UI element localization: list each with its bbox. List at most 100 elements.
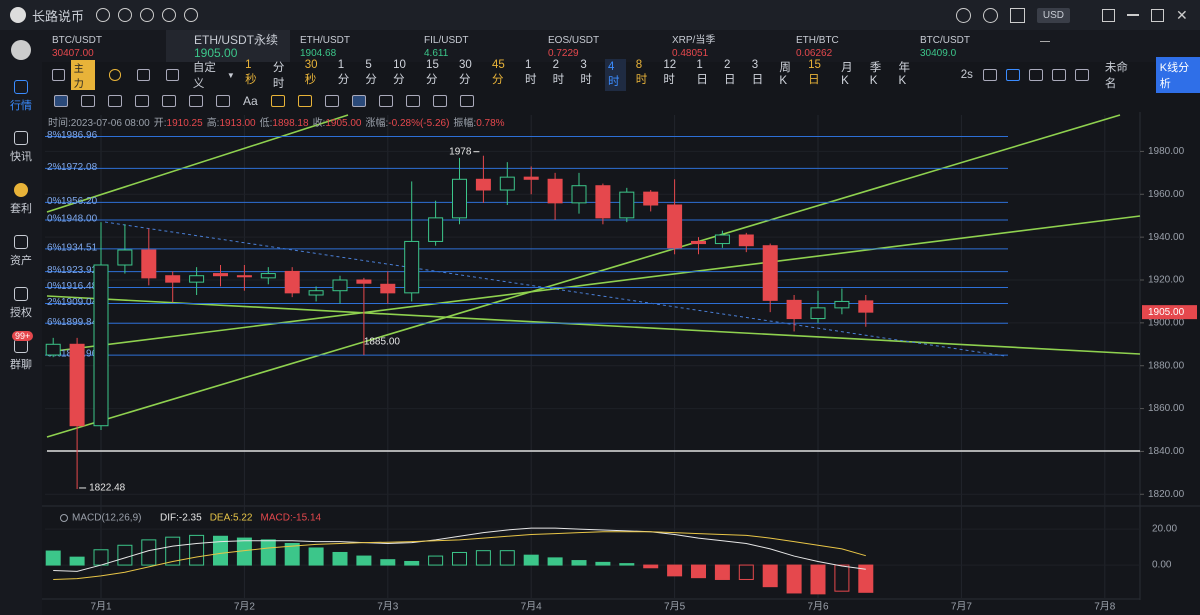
skin[interactable] — [1009, 7, 1025, 23]
refresh-rate[interactable]: 2s — [960, 69, 973, 81]
nav-item[interactable]: 资产 — [0, 235, 42, 268]
x-tick-label: 7月4 — [521, 601, 543, 613]
symbol-tab[interactable]: EOS/USDT 0.7229 — [538, 30, 662, 62]
draw-tool[interactable] — [297, 95, 312, 107]
draw-tool[interactable] — [432, 95, 447, 107]
maximize[interactable] — [1151, 8, 1164, 22]
interval[interactable]: 12时 — [663, 59, 677, 86]
macd-bar — [452, 551, 467, 566]
fib-price: 1916.48 — [61, 281, 98, 292]
interval[interactable]: 45分 — [492, 59, 505, 86]
icon[interactable] — [118, 8, 133, 22]
interval[interactable]: 15分 — [426, 59, 439, 86]
tool-icon[interactable] — [52, 69, 65, 81]
custom-interval[interactable]: 自定义 — [192, 62, 216, 90]
info-value: 1905.00 — [325, 118, 362, 129]
tool-icon[interactable] — [1074, 69, 1089, 81]
interval[interactable]: 季K — [869, 62, 882, 87]
tool-icon[interactable] — [1028, 69, 1043, 81]
analysis-button[interactable]: K线分析 — [1155, 57, 1200, 93]
icon[interactable] — [140, 8, 155, 22]
interval[interactable]: 1时 — [525, 59, 537, 86]
title-bar: 长路说币 USD ✕ — [0, 0, 1200, 30]
tool-icon[interactable] — [108, 69, 122, 81]
interval[interactable]: 4时 — [605, 59, 626, 91]
candle-body — [738, 234, 754, 247]
draw-tool[interactable] — [378, 95, 393, 107]
draw-tool[interactable] — [324, 95, 339, 107]
app-title: 长路说币 — [32, 8, 85, 24]
tool-icon[interactable] — [166, 69, 179, 81]
macd-bar — [738, 564, 754, 580]
symbol-tab[interactable]: FIL/USDT 4.611 — [414, 30, 538, 62]
symbol-tab[interactable]: ETH/BTC 0.06262 — [786, 30, 910, 62]
main-button[interactable]: 主力 — [70, 60, 95, 90]
interval[interactable]: 3日 — [751, 59, 764, 86]
interval[interactable]: 15日 — [808, 59, 821, 86]
draw-tool[interactable] — [135, 95, 149, 107]
interval[interactable]: 5分 — [365, 59, 377, 86]
info-value: 1898.18 — [272, 118, 309, 129]
interval[interactable]: 3时 — [580, 59, 592, 86]
restore[interactable] — [1102, 8, 1115, 22]
draw-tool[interactable] — [216, 95, 230, 107]
y-tick-label: 20.00 — [1152, 524, 1177, 535]
interval[interactable]: 1分 — [337, 59, 350, 86]
close[interactable]: ✕ — [1176, 7, 1188, 23]
icon[interactable] — [162, 8, 177, 22]
draw-tool[interactable] — [270, 95, 285, 107]
macd-bar — [619, 563, 635, 566]
draw-tool[interactable] — [405, 95, 420, 107]
text-tool[interactable]: Aa — [243, 94, 258, 108]
icon[interactable] — [184, 8, 199, 22]
minimize[interactable] — [1127, 14, 1139, 16]
bell[interactable] — [955, 7, 971, 23]
interval[interactable]: 2时 — [552, 59, 565, 86]
nav-item[interactable]: 群聊 — [0, 339, 42, 372]
interval[interactable]: 8时 — [635, 59, 648, 86]
interval[interactable]: 30秒 — [304, 59, 318, 86]
interval[interactable]: 月K — [841, 62, 853, 87]
nav-item[interactable]: 快讯 — [0, 131, 42, 164]
symbol-tab[interactable]: BTC/USDT 30407.00 — [42, 30, 166, 62]
nav-item[interactable]: 授权 — [0, 287, 42, 320]
search[interactable] — [982, 7, 998, 23]
draw-tool[interactable] — [162, 95, 176, 107]
symbol-tab[interactable]: XRP/当季 0.48051 — [662, 30, 786, 62]
tool-icon[interactable] — [137, 69, 151, 81]
macd-line — [53, 531, 866, 580]
interval[interactable]: 1秒 — [245, 59, 257, 86]
last-price-box — [1142, 305, 1197, 320]
tool-icon[interactable] — [1005, 69, 1020, 81]
tool-icon[interactable] — [1051, 69, 1066, 81]
macd-bar — [404, 560, 420, 566]
nav-item[interactable]: 行情 — [0, 80, 42, 113]
interval[interactable]: 10分 — [393, 59, 406, 86]
symbol-tab[interactable]: ETH/USDT 1904.68 — [290, 30, 414, 62]
avatar[interactable] — [11, 40, 31, 60]
interval[interactable]: 1日 — [696, 59, 708, 86]
draw-tool[interactable] — [351, 95, 366, 107]
nav-item[interactable]: 套利 — [0, 183, 42, 216]
macd-bar — [428, 555, 444, 566]
add-tab[interactable] — [1040, 41, 1050, 51]
interval[interactable]: 周K — [779, 62, 791, 87]
tool-icon[interactable] — [982, 69, 997, 81]
macd-bar — [810, 564, 826, 595]
draw-tool[interactable] — [459, 95, 474, 107]
currency-select[interactable]: USD — [1036, 7, 1070, 23]
interval[interactable]: 分时 — [272, 62, 285, 90]
draw-tool[interactable] — [54, 95, 68, 107]
macd-bar — [762, 564, 778, 588]
symbol-tab[interactable]: BTC/USDT 30409.0 — [910, 30, 1034, 62]
draw-tool[interactable] — [81, 95, 95, 107]
interval[interactable]: 2日 — [724, 59, 736, 86]
symbol-tab[interactable]: ETH/USDT永续 1905.00 — [166, 30, 290, 62]
draw-tool[interactable] — [108, 95, 122, 107]
interval[interactable]: 30分 — [459, 59, 472, 86]
x-tick-label: 7月5 — [664, 601, 686, 613]
icon[interactable] — [96, 8, 111, 22]
layout-name[interactable]: 未命名 — [1104, 62, 1128, 90]
draw-tool[interactable] — [189, 95, 203, 107]
interval[interactable]: 年K — [898, 62, 911, 87]
